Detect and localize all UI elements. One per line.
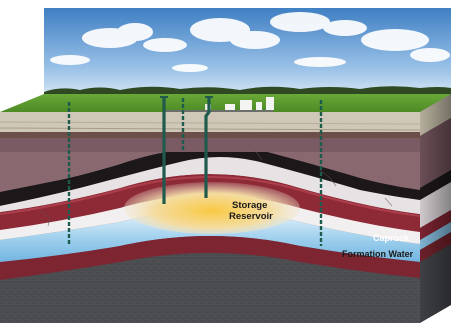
- lower-caprock-band: [0, 236, 420, 280]
- sky: [44, 8, 451, 96]
- caprock-label: Caprock: [373, 233, 410, 243]
- formation-water-layer: [0, 211, 420, 266]
- storage-reservoir-label: Storage: [232, 200, 267, 211]
- upper-dark-band: [0, 145, 420, 206]
- rock-cracks: [39, 149, 393, 227]
- injection-well-2: [204, 98, 211, 198]
- grass-surface: [0, 94, 451, 112]
- brown-stratum: [0, 132, 420, 138]
- storage-reservoir-label-2: Reservoir: [229, 211, 273, 222]
- clouds: [50, 12, 450, 72]
- reservoir-base-line: [0, 176, 420, 217]
- storage-reservoir-glow: [124, 182, 300, 234]
- topsoil-layer: [0, 112, 420, 132]
- wells: [67, 96, 323, 246]
- formation-water-label: Formation Water: [342, 249, 414, 259]
- tree-line: [44, 86, 451, 96]
